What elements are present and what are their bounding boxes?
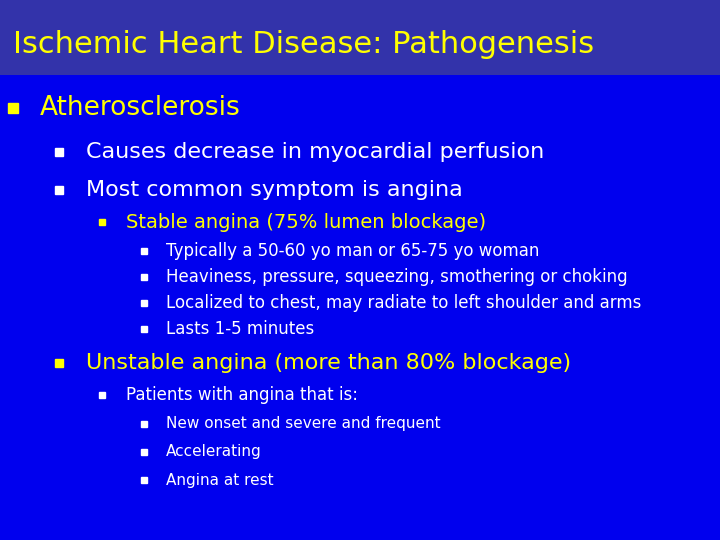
Text: Lasts 1-5 minutes: Lasts 1-5 minutes — [166, 320, 314, 338]
Text: Angina at rest: Angina at rest — [166, 472, 273, 488]
Text: New onset and severe and frequent: New onset and severe and frequent — [166, 416, 440, 431]
Text: Localized to chest, may radiate to left shoulder and arms: Localized to chest, may radiate to left … — [166, 294, 641, 312]
Text: Accelerating: Accelerating — [166, 444, 261, 460]
Text: Typically a 50-60 yo man or 65-75 yo woman: Typically a 50-60 yo man or 65-75 yo wom… — [166, 242, 539, 260]
Text: Most common symptom is angina: Most common symptom is angina — [86, 180, 463, 200]
FancyBboxPatch shape — [0, 0, 720, 75]
Text: Atherosclerosis: Atherosclerosis — [40, 95, 240, 121]
Text: Causes decrease in myocardial perfusion: Causes decrease in myocardial perfusion — [86, 142, 544, 163]
Text: Heaviness, pressure, squeezing, smothering or choking: Heaviness, pressure, squeezing, smotheri… — [166, 268, 627, 286]
Text: Unstable angina (more than 80% blockage): Unstable angina (more than 80% blockage) — [86, 353, 572, 373]
Text: Ischemic Heart Disease: Pathogenesis: Ischemic Heart Disease: Pathogenesis — [13, 30, 594, 59]
Text: Patients with angina that is:: Patients with angina that is: — [126, 386, 358, 404]
Text: Stable angina (75% lumen blockage): Stable angina (75% lumen blockage) — [126, 213, 486, 232]
